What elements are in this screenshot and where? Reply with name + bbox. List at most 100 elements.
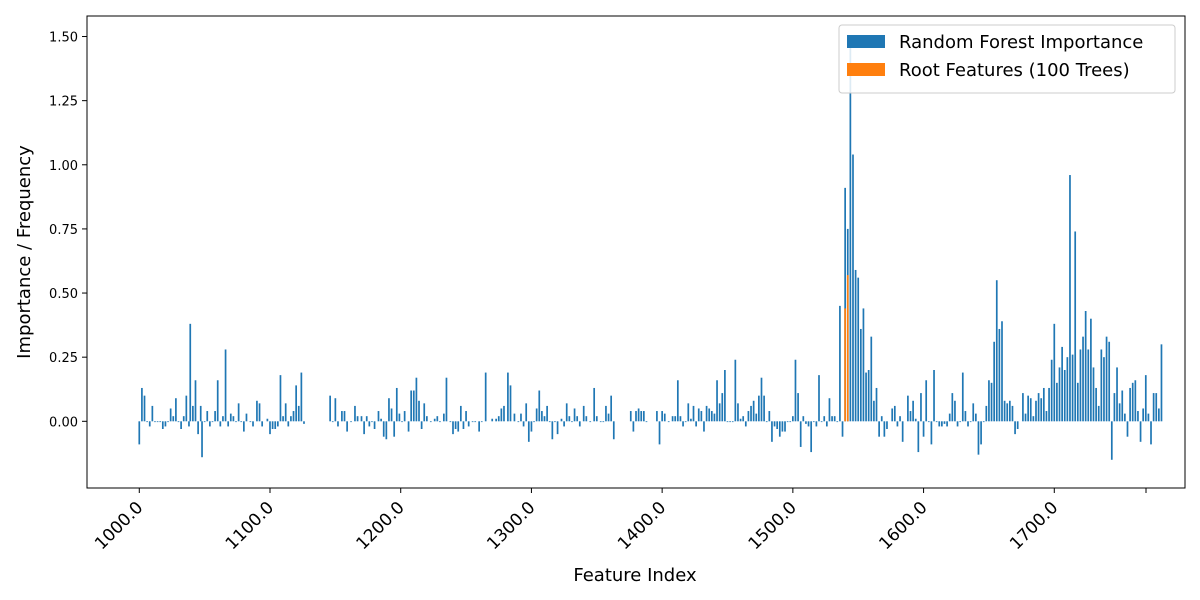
bar: [951, 393, 954, 422]
bar: [802, 416, 805, 422]
bar: [261, 421, 264, 427]
bar: [426, 416, 428, 422]
y-tick-label: 0.50: [49, 287, 78, 302]
bar: [750, 405, 752, 422]
bar: [578, 421, 581, 427]
bar: [407, 421, 410, 432]
bar: [1053, 323, 1056, 422]
legend-swatch: [847, 35, 885, 48]
bar: [169, 408, 172, 422]
bar: [177, 421, 180, 423]
bar: [635, 411, 637, 422]
bar: [462, 421, 465, 429]
bar: [878, 421, 880, 437]
legend: Random Forest Importance Root Features (1…: [838, 24, 1176, 94]
bar: [457, 421, 460, 432]
bar: [1103, 357, 1105, 422]
bar: [690, 418, 692, 422]
bar: [849, 36, 852, 422]
bar: [854, 269, 857, 422]
bar: [1082, 336, 1084, 422]
bar: [546, 405, 548, 422]
bar: [758, 395, 760, 422]
bar: [799, 421, 802, 447]
bar: [674, 416, 677, 422]
bar: [679, 416, 682, 422]
bar: [1079, 349, 1082, 422]
bar: [227, 421, 230, 427]
bar: [1058, 367, 1061, 422]
bar: [747, 411, 750, 422]
plot-area: [138, 36, 1163, 460]
bar: [792, 416, 794, 422]
bar: [1160, 344, 1163, 422]
bar: [235, 421, 237, 423]
bar: [692, 405, 695, 422]
bar: [1158, 408, 1160, 422]
bar: [276, 421, 279, 427]
bar: [341, 411, 343, 422]
bar: [731, 421, 734, 423]
bar: [156, 421, 159, 423]
bar: [724, 370, 726, 422]
bar: [560, 418, 563, 422]
bar: [920, 393, 922, 422]
y-axis-label: Importance / Frequency: [14, 145, 35, 359]
bar: [797, 393, 799, 422]
bar: [1129, 387, 1131, 422]
bar: [403, 411, 406, 422]
bar: [388, 398, 390, 422]
bar: [480, 421, 483, 423]
bar: [948, 413, 951, 422]
bar: [164, 421, 167, 427]
bar: [771, 421, 773, 442]
bar: [726, 421, 729, 423]
bar: [1105, 336, 1108, 422]
bar: [901, 421, 904, 442]
bar: [1131, 382, 1134, 422]
bar: [935, 421, 938, 423]
bar: [1003, 400, 1006, 422]
bar: [491, 418, 494, 422]
legend-box: [838, 24, 1176, 94]
x-axis-label: Feature Index: [573, 565, 697, 586]
series-0: [138, 36, 1163, 460]
bar: [287, 421, 290, 427]
bar: [484, 372, 487, 422]
bar: [535, 408, 538, 422]
bar: [982, 421, 985, 423]
bar: [337, 421, 339, 427]
bar: [548, 421, 551, 423]
bar: [1150, 421, 1152, 445]
bar: [870, 336, 873, 422]
bar: [1029, 398, 1032, 422]
bar: [390, 408, 393, 422]
bar: [146, 421, 148, 423]
bar: [925, 380, 928, 422]
bar: [197, 421, 199, 435]
bar: [998, 328, 1001, 422]
bar: [602, 421, 605, 423]
bar: [645, 421, 648, 423]
bar: [671, 416, 674, 422]
bar: [975, 413, 977, 422]
bar: [300, 372, 303, 422]
bar: [395, 387, 398, 422]
bar: [219, 421, 222, 427]
bar: [563, 421, 565, 427]
bar: [495, 418, 497, 422]
bar: [773, 421, 776, 427]
bar: [980, 421, 982, 445]
bar: [1139, 421, 1142, 442]
bar: [776, 421, 779, 429]
bar: [846, 275, 849, 422]
bar: [377, 411, 380, 422]
bar: [820, 421, 823, 423]
bar: [199, 405, 202, 422]
bar: [642, 411, 645, 422]
bar: [503, 405, 505, 422]
bar: [252, 421, 254, 427]
bar: [1090, 318, 1092, 422]
bar: [371, 421, 373, 423]
